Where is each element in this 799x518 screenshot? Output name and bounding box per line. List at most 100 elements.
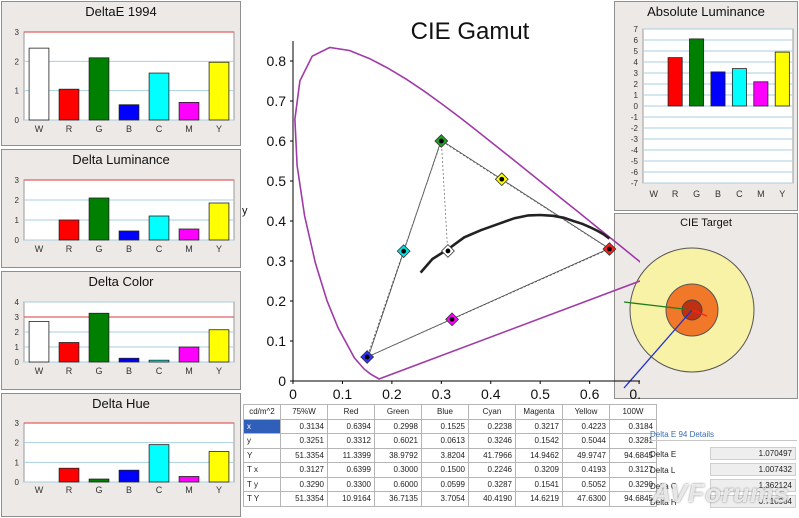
y-tick-label: 1 xyxy=(15,216,20,225)
bar-Y xyxy=(208,329,230,363)
bar-W xyxy=(28,321,50,363)
table-cell: 0.1541 xyxy=(515,476,563,492)
deltae-1994-chart: 0 1 2 3 W R G B C M Y xyxy=(15,28,235,134)
measured-point xyxy=(607,246,612,252)
delta-detail-row: Delta E 1.070497 xyxy=(650,447,796,461)
y-tick-label: -1 xyxy=(631,113,639,122)
category-label: B xyxy=(126,366,132,376)
table-cell: 0.6000 xyxy=(374,476,422,492)
bar-R xyxy=(58,88,80,121)
table-cell: 3.7054 xyxy=(421,491,469,507)
y-tick-label: 5 xyxy=(634,47,639,56)
delta-hue-chart: 0 1 2 3 W R G B C M Y xyxy=(15,419,235,495)
delta-luminance-chart: 0 1 2 3 W R G B C M Y xyxy=(15,176,235,254)
table-row[interactable]: T x 0.3127 0.6399 0.3000 0.1500 0.2246 0.3209 0… xyxy=(243,462,657,478)
delta-color-chart: 0 1 2 3 4 W R G B C M Y xyxy=(15,298,235,376)
y-tick-label: 2 xyxy=(15,196,20,205)
table-row[interactable]: Y 51.3354 11.3399 38.9792 3.8204 41.7966 14.94… xyxy=(243,447,657,463)
table-row-label[interactable]: T x xyxy=(243,462,281,478)
y-tick-label: 0.7 xyxy=(267,93,287,109)
table-row[interactable]: y 0.3251 0.3312 0.6021 0.0613 0.3246 0.1542 0.5… xyxy=(243,433,657,449)
table-row-label[interactable]: T Y xyxy=(243,491,281,507)
x-tick-label: 0.2 xyxy=(382,386,402,400)
delta-hue-title: Delta Hue xyxy=(92,396,150,411)
table-cell: 0.3134 xyxy=(280,418,328,434)
bar-G xyxy=(88,197,110,241)
absolute-luminance-chart: -7 -6 -5 -4 -3 -2 -1 0 1 2 3 4 5 6 7 W R G B C M Y xyxy=(631,25,794,199)
y-tick-label: 7 xyxy=(634,25,639,34)
table-cell: 0.1525 xyxy=(421,418,469,434)
table-header-cell: Magenta xyxy=(515,404,563,420)
y-tick-label: 2 xyxy=(634,80,639,89)
table-cell: 40.4190 xyxy=(468,491,516,507)
y-tick-label: 4 xyxy=(634,58,639,67)
delta-detail-label: Delta L xyxy=(650,466,676,475)
category-label: G xyxy=(95,124,102,134)
measurement-table-wrap: cd/m^2 75%W Red Green Blue Cyan Magenta Yellow 1… xyxy=(243,404,657,507)
y-tick-label: 1 xyxy=(634,91,639,100)
y-tick-label: 1 xyxy=(15,458,20,467)
table-cell: 11.3399 xyxy=(327,447,375,463)
delta-color-panel: Delta Color 0 1 2 3 4 W R G B C M Y xyxy=(1,271,241,390)
table-header-row: cd/m^2 75%W Red Green Blue Cyan Magenta Yellow 1… xyxy=(243,404,657,420)
table-row-label[interactable]: Y xyxy=(243,447,281,463)
bar-Y xyxy=(208,451,230,483)
target-green-vector xyxy=(623,301,693,311)
table-cell: 0.4223 xyxy=(562,418,610,434)
table-header-cell: Red xyxy=(327,404,375,420)
category-label: R xyxy=(66,124,73,134)
table-header-cell: Green xyxy=(374,404,422,420)
y-tick-label: 0.4 xyxy=(267,213,287,229)
measured-point xyxy=(445,248,451,254)
category-label: W xyxy=(649,189,658,199)
y-tick-label: 0 xyxy=(15,236,20,245)
y-tick-label: -4 xyxy=(631,146,639,155)
table-cell: 0.6394 xyxy=(327,418,375,434)
absolute-luminance-panel: Absolute Luminance -7 -6 -5 -4 -3 -2 -1 0 1 2 3 4 5 6… xyxy=(614,1,798,211)
table-cell: 14.9462 xyxy=(515,447,563,463)
y-tick-label: 2 xyxy=(15,328,20,337)
spectral-locus xyxy=(294,46,640,380)
table-row-label[interactable]: x xyxy=(243,418,281,434)
table-cell: 0.6021 xyxy=(374,433,422,449)
category-label: R xyxy=(66,366,73,376)
table-row-label[interactable]: y xyxy=(243,433,281,449)
table-cell: 0.3300 xyxy=(327,476,375,492)
absolute-luminance-title: Absolute Luminance xyxy=(647,4,765,19)
table-row[interactable]: x 0.3134 0.6394 0.2998 0.1525 0.2238 0.3217 0.4… xyxy=(243,418,657,434)
category-label: M xyxy=(185,366,193,376)
delta-detail-value: 1.070497 xyxy=(710,447,796,460)
delta-detail-row: Delta C 1.362124 xyxy=(650,479,796,493)
table-cell: 0.3312 xyxy=(327,433,375,449)
table-cell: 0.3217 xyxy=(515,418,563,434)
category-label: G xyxy=(95,244,102,254)
bar-Y xyxy=(208,61,230,121)
y-tick-label: 3 xyxy=(15,419,20,428)
table-header-cell: Cyan xyxy=(468,404,516,420)
deltae-1994-panel: DeltaE 1994 0 1 2 3 W R G B C M Y xyxy=(1,1,241,146)
y-tick-label: 3 xyxy=(15,176,20,185)
target-blue-vector xyxy=(623,309,693,389)
category-label: B xyxy=(715,189,721,199)
target-red-vector xyxy=(691,309,708,317)
table-cell: 36.7135 xyxy=(374,491,422,507)
secondary-guide xyxy=(500,178,610,250)
bar-C xyxy=(148,359,170,363)
table-row-label[interactable]: T y xyxy=(243,476,281,492)
secondary-guide xyxy=(366,318,452,358)
y-tick-label: -7 xyxy=(631,179,639,188)
category-label: R xyxy=(66,244,73,254)
table-row[interactable]: T Y 51.3354 10.9164 36.7135 3.7054 40.4190 14.… xyxy=(243,491,657,507)
bar-M xyxy=(178,102,200,121)
bar-R xyxy=(58,467,80,483)
measured-point xyxy=(449,316,455,322)
table-cell: 0.3246 xyxy=(468,433,516,449)
table-cell: 0.3127 xyxy=(280,462,328,478)
bar-R xyxy=(58,342,80,363)
delta-luminance-title: Delta Luminance xyxy=(72,152,170,167)
table-row[interactable]: T y 0.3290 0.3300 0.6000 0.0599 0.3287 0.1541 0… xyxy=(243,476,657,492)
planckian-locus xyxy=(419,213,611,274)
category-label: G xyxy=(693,189,700,199)
bar-B xyxy=(118,469,140,483)
delta-e-details-title: Delta E 94 Details xyxy=(650,430,715,439)
